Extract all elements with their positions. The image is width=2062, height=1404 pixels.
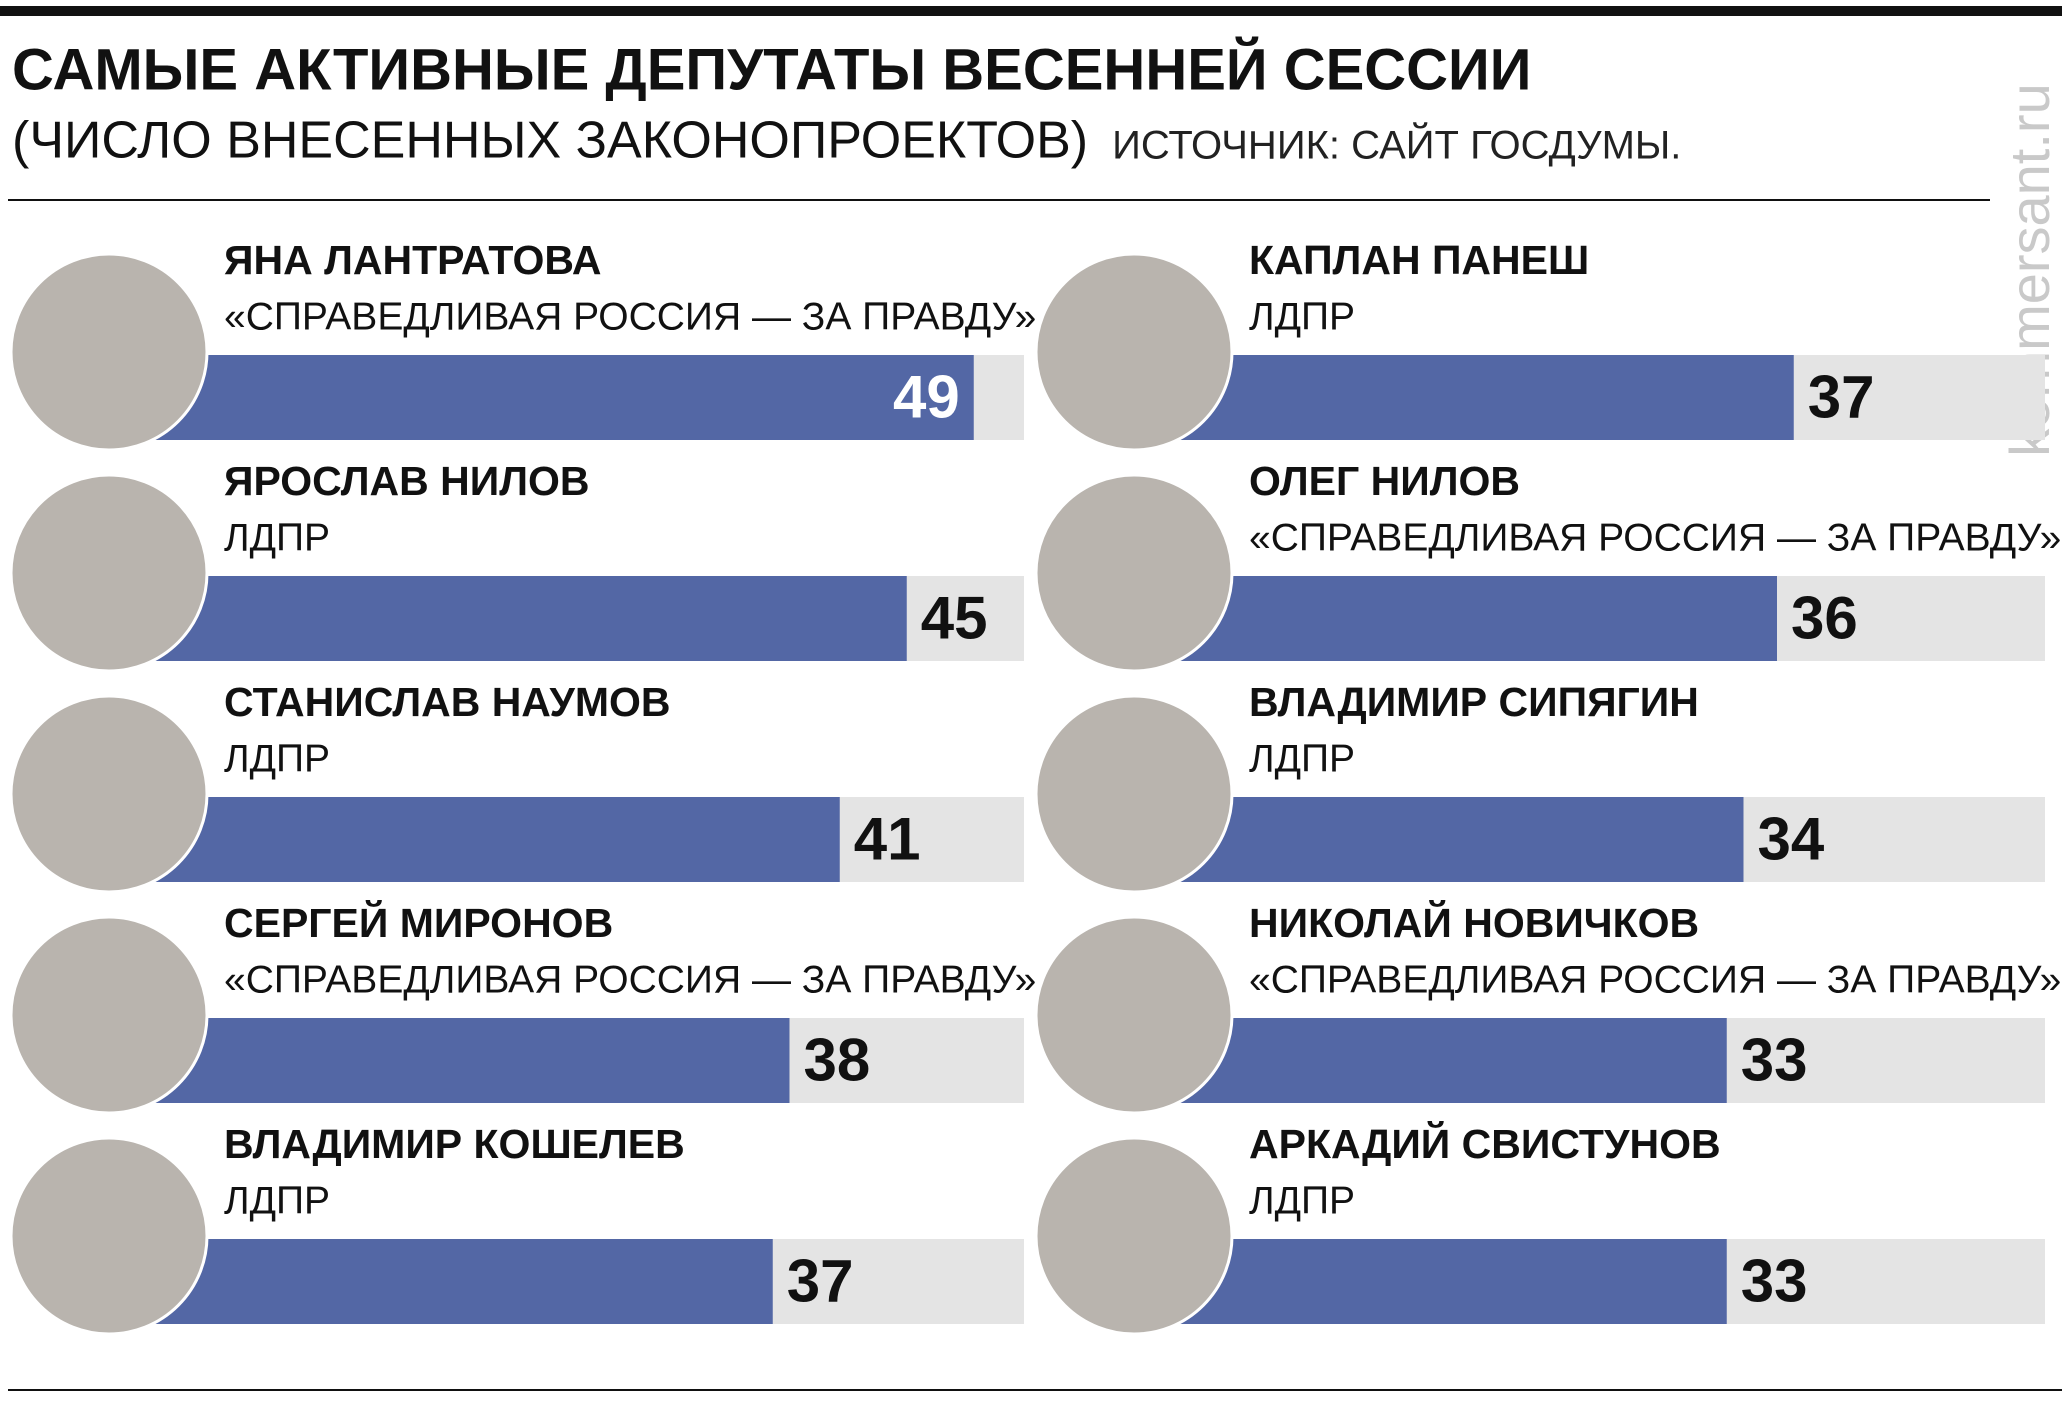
deputy-name: ЯНА ЛАНТРАТОВА xyxy=(224,237,602,283)
photo xyxy=(9,1136,209,1336)
value-label: 37 xyxy=(1808,363,1875,430)
deputy-name: АРКАДИЙ СВИСТУНОВ xyxy=(1249,1121,1721,1167)
value-label: 36 xyxy=(1791,584,1858,651)
bar xyxy=(153,576,907,661)
photo xyxy=(9,915,209,1115)
party: «СПРАВЕДЛИВАЯ РОССИЯ — ЗА ПРАВДУ» xyxy=(1249,958,2061,1001)
party: «СПРАВЕДЛИВАЯ РОССИЯ — ЗА ПРАВДУ» xyxy=(224,295,1036,338)
value-label: 33 xyxy=(1741,1247,1808,1314)
bar xyxy=(153,355,974,440)
party: ЛДПР xyxy=(224,1179,330,1222)
deputy-name: ОЛЕГ НИЛОВ xyxy=(1249,458,1520,504)
photo xyxy=(1034,915,1234,1115)
party: ЛДПР xyxy=(1249,295,1355,338)
photo xyxy=(1034,473,1234,673)
photo xyxy=(9,252,209,452)
deputy-name: СТАНИСЛАВ НАУМОВ xyxy=(224,679,671,725)
party: ЛДПР xyxy=(1249,737,1355,780)
photo xyxy=(9,694,209,894)
bar xyxy=(1174,576,1777,661)
party: ЛДПР xyxy=(1249,1179,1355,1222)
photo xyxy=(9,473,209,673)
photo xyxy=(1034,252,1234,452)
photo xyxy=(1034,694,1234,894)
chart-title: САМЫЕ АКТИВНЫЕ ДЕПУТАТЫ ВЕСЕННЕЙ СЕССИИ xyxy=(12,37,1531,102)
value-label: 41 xyxy=(854,805,921,872)
source: ИСТОЧНИК: САЙТ ГОСДУМЫ. xyxy=(1112,122,1681,168)
bar xyxy=(1174,797,1744,882)
party: ЛДПР xyxy=(224,737,330,780)
party: «СПРАВЕДЛИВАЯ РОССИЯ — ЗА ПРАВДУ» xyxy=(1249,516,2061,559)
bar xyxy=(153,1239,773,1324)
bar xyxy=(1174,1239,1727,1324)
bar xyxy=(153,797,840,882)
deputy-name: СЕРГЕЙ МИРОНОВ xyxy=(224,900,613,946)
photo xyxy=(1034,1136,1234,1336)
chart-subtitle: (ЧИСЛО ВНЕСЕННЫХ ЗАКОНОПРОЕКТОВ) xyxy=(12,112,1088,170)
bar xyxy=(1174,355,1794,440)
deputy-name: НИКОЛАЙ НОВИЧКОВ xyxy=(1249,900,1699,946)
value-label: 34 xyxy=(1758,805,1825,872)
deputy-name: ВЛАДИМИР КОШЕЛЕВ xyxy=(224,1121,685,1167)
bar xyxy=(153,1018,790,1103)
value-label: 33 xyxy=(1741,1026,1808,1093)
party: «СПРАВЕДЛИВАЯ РОССИЯ — ЗА ПРАВДУ» xyxy=(224,958,1036,1001)
value-label: 49 xyxy=(893,363,960,430)
bar xyxy=(1174,1018,1727,1103)
value-label: 45 xyxy=(921,584,988,651)
top-rule xyxy=(0,6,2062,16)
value-label: 37 xyxy=(787,1247,854,1314)
party: ЛДПР xyxy=(224,516,330,559)
deputy-name: ВЛАДИМИР СИПЯГИН xyxy=(1249,679,1699,725)
value-label: 38 xyxy=(804,1026,871,1093)
deputy-name: КАПЛАН ПАНЕШ xyxy=(1249,237,1589,283)
deputy-name: ЯРОСЛАВ НИЛОВ xyxy=(224,458,589,504)
